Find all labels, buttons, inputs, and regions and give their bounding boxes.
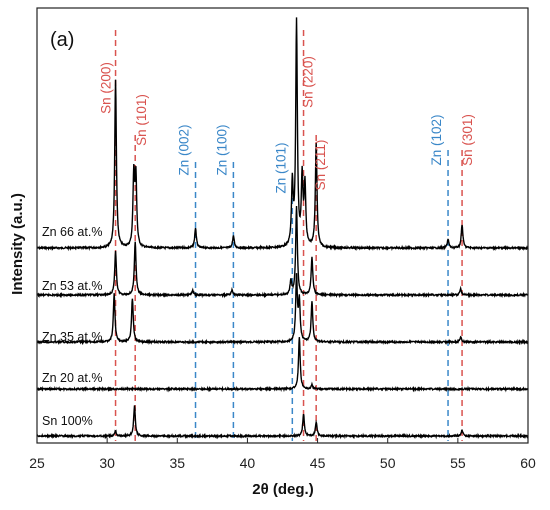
series-line: [36, 17, 529, 252]
reference-label: Sn (101): [134, 94, 149, 146]
reference-label: Sn (220): [301, 56, 316, 108]
diffraction-traces: [36, 17, 529, 440]
series-line: [36, 405, 529, 440]
x-axis-ticks: 25 30 35 40 45 50 55 60: [29, 438, 536, 471]
plot-frame: [36, 7, 529, 444]
reference-label: Zn (102): [429, 114, 444, 165]
x-tick-label: 35: [169, 455, 185, 471]
reference-label: Zn (100): [214, 124, 229, 175]
x-tick-label: 60: [520, 455, 536, 471]
series-label: Zn 20 at.%: [42, 371, 102, 385]
reference-labels: Sn (200) Sn (101) Zn (002) Zn (100) Zn (101)…: [99, 56, 476, 193]
panel-label: (a): [50, 29, 74, 51]
reference-label: Sn (301): [460, 114, 475, 166]
x-tick-label: 40: [240, 455, 256, 471]
series-line: [36, 273, 529, 346]
reference-lines: [114, 30, 463, 441]
reference-label: Zn (002): [177, 124, 192, 175]
series-line: [36, 337, 529, 393]
series-label: Zn 53 at.%: [42, 279, 102, 293]
series-line: [36, 206, 529, 299]
x-tick-label: 55: [450, 455, 466, 471]
x-tick-label: 50: [380, 455, 396, 471]
series-label: Zn 66 at.%: [42, 225, 102, 239]
x-tick-label: 25: [29, 455, 45, 471]
x-axis-title: 2θ (deg.): [252, 481, 313, 498]
reference-label: Sn (200): [99, 62, 114, 114]
series-labels: Zn 66 at.% Zn 53 at.% Zn 35 at.% Zn 20 at.%…: [42, 225, 102, 428]
y-axis-title: Intensity (a.u.): [9, 193, 26, 295]
series-label: Zn 35 at.%: [42, 330, 102, 344]
reference-label: Zn (101): [273, 142, 288, 193]
x-tick-label: 45: [310, 455, 326, 471]
series-label: Sn 100%: [42, 414, 93, 428]
reference-label: Sn (211): [313, 140, 328, 191]
x-tick-label: 30: [99, 455, 115, 471]
